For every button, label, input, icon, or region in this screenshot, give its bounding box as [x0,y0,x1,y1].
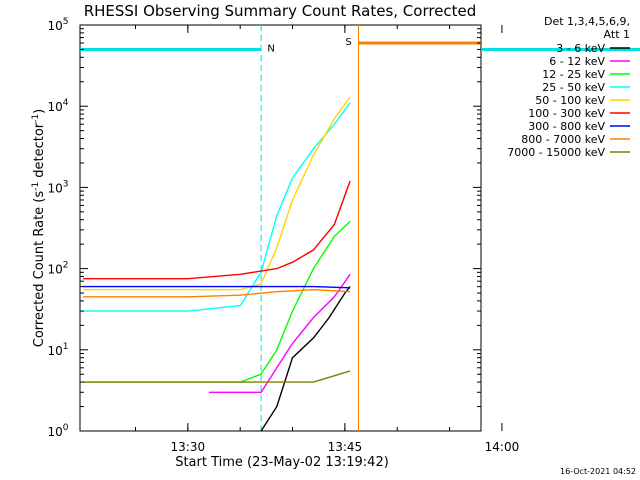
series-line [83,285,351,289]
series-layer [83,96,351,432]
y-tick-label: 105 [47,17,68,33]
y-tick-label: 100 [47,423,68,439]
series-line [83,102,351,312]
y-axis-label-mid: detector [32,122,47,182]
x-tick-label: 13:30 [171,440,206,454]
y-axis-label-main: Corrected Count Rate (s [32,191,47,348]
legend-entry-label: 3 - 6 keV [556,42,605,55]
chart-title: RHESSI Observing Summary Count Rates, Co… [84,2,477,20]
status-flags: NS [80,25,640,431]
legend-entry-label: 6 - 12 keV [549,55,605,68]
series-line [208,273,351,393]
series-line [83,370,351,383]
y-tick-label: 101 [47,342,68,358]
plot-area [79,24,482,432]
y-axis-ticks: 100 101 102 103 104 105 [47,17,481,439]
legend-entry-label: 12 - 25 keV [542,68,605,81]
series-line [260,286,351,432]
y-axis-label-sup1: -1 [31,182,41,191]
flag-label: N [267,43,274,54]
series-line [83,180,351,280]
y-axis-label: Corrected Count Rate (s-1 detector-1) [31,109,47,347]
y-tick-label: 102 [47,261,68,277]
flag-label: S [345,37,351,48]
legend-entry-label: 50 - 100 keV [535,94,605,107]
legend-entry-label: 25 - 50 keV [542,81,605,94]
y-tick-label: 103 [47,179,68,195]
legend-header-line-1: Det 1,3,4,5,6,9, [544,15,630,28]
y-axis-label-sup2: -1 [31,114,41,123]
x-axis-label: Start Time (23-May-02 13:19:42) [175,455,389,470]
y-axis-label-close: ) [32,109,47,114]
plot-frame [79,24,482,432]
legend-entry-label: 800 - 7000 keV [521,133,605,146]
x-tick-label: 14:00 [485,440,520,454]
legend-entry-label: 100 - 300 keV [528,107,605,120]
x-tick-label: 13:45 [328,440,363,454]
timestamp: 16-Oct-2021 04:52 [560,467,636,476]
legend-entry-label: 7000 - 15000 keV [507,146,605,159]
series-line [83,288,351,298]
y-tick-label: 104 [47,98,68,114]
series-line [83,96,351,291]
legend-header-line-2: Att 1 [604,28,630,41]
legend-entry-label: 300 - 800 keV [528,120,605,133]
